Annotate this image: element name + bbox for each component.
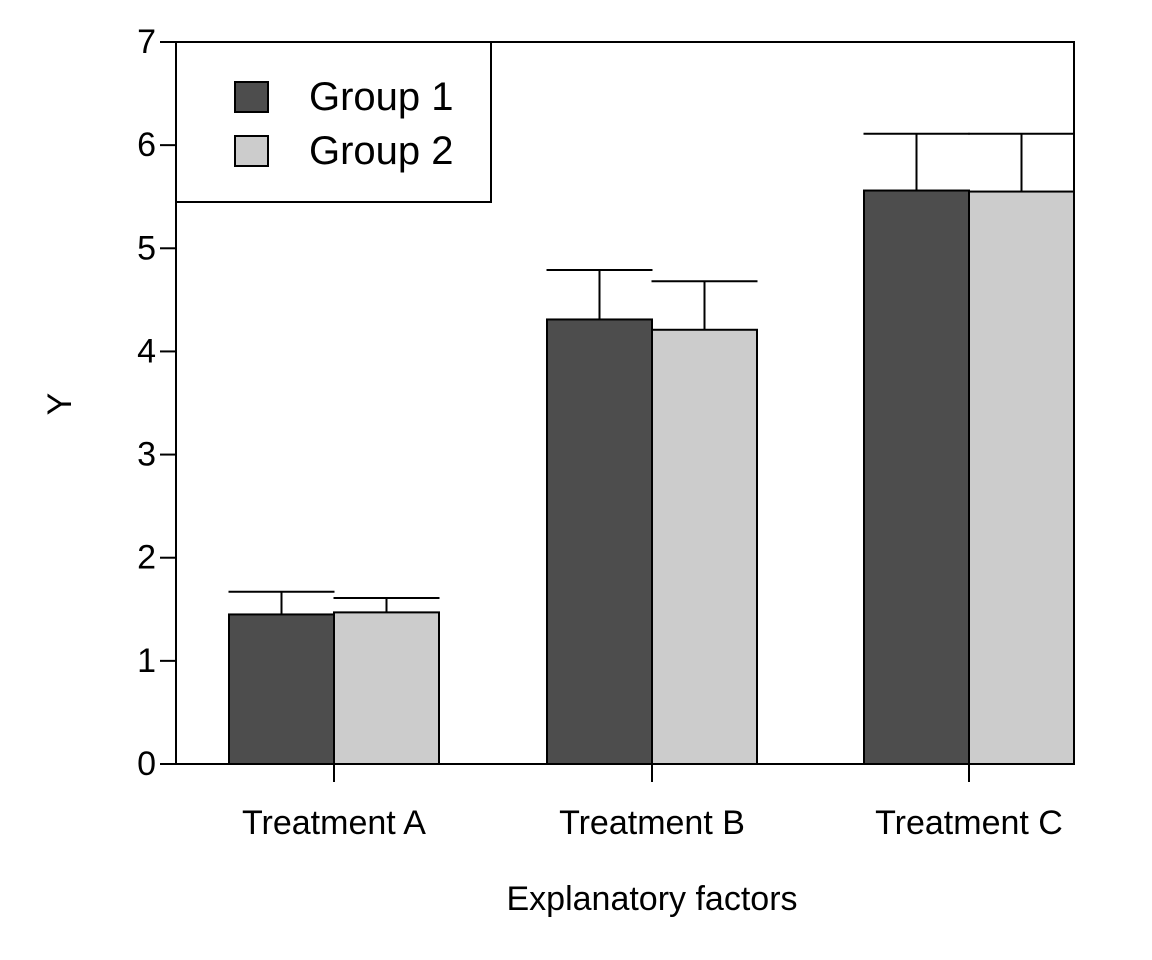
y-tick-label: 1 [137, 642, 156, 680]
axes: 0 1 2 3 4 5 6 7 Treatment A Treatment B Treatment … [137, 23, 1063, 842]
x-tick-label: Treatment C [875, 804, 1063, 842]
legend-label: Group 1 [309, 75, 454, 119]
x-tick-label: Treatment B [559, 804, 745, 842]
bar-treatment-b-series-2 [651, 328, 758, 765]
x-axis-label: Explanatory factors [506, 880, 797, 918]
bar-treatment-c-series-2 [968, 190, 1075, 766]
y-tick-label: 7 [137, 23, 156, 61]
legend-swatch [234, 81, 269, 113]
legend-swatch [234, 135, 269, 167]
bar-treatment-b-series-1 [546, 318, 653, 765]
legend-box [175, 41, 492, 203]
bar-treatment-a-series-1 [228, 613, 335, 766]
x-tick-label: Treatment A [242, 804, 426, 842]
y-tick-label: 3 [137, 436, 156, 474]
y-tick-label: 6 [137, 126, 156, 164]
bar-treatment-c-series-1 [863, 189, 970, 766]
y-tick-label: 4 [137, 332, 156, 370]
y-tick-label: 5 [137, 229, 156, 267]
y-tick-label: 0 [137, 745, 156, 783]
plot-area [175, 41, 1075, 766]
y-axis-label: Y [41, 393, 79, 416]
legend-label: Group 2 [309, 129, 454, 173]
y-tick-label: 2 [137, 539, 156, 577]
bar-treatment-a-series-2 [333, 611, 440, 765]
legend: Group 1 Group 2 [175, 41, 492, 203]
